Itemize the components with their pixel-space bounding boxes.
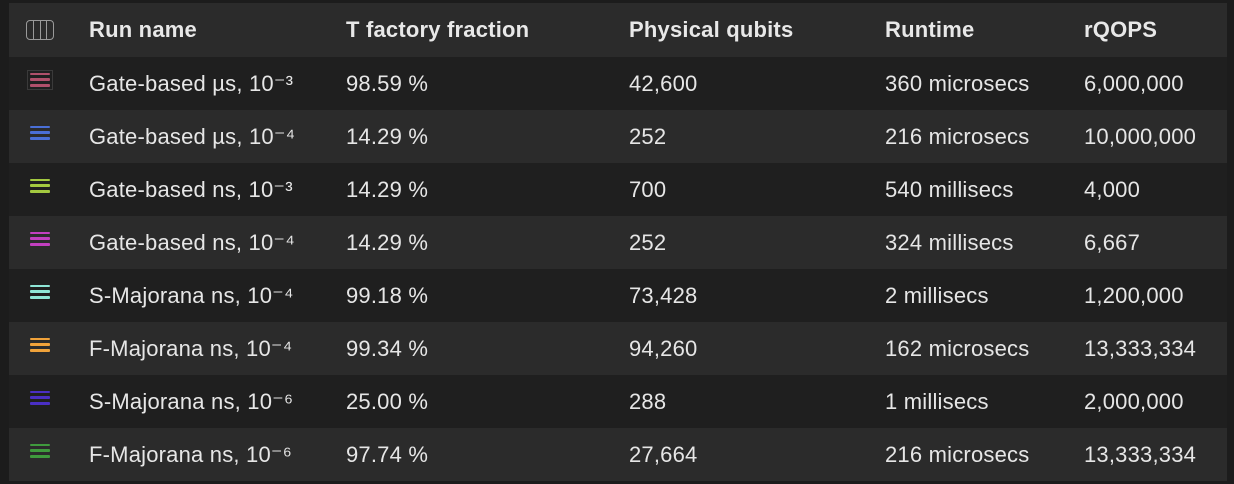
row-swatch-cell: [9, 428, 71, 481]
cell-run-name: S-Majorana ns, 10⁻⁶: [89, 388, 294, 414]
legend-swatch-icon: [30, 390, 50, 405]
table-row[interactable]: F-Majorana ns, 10⁻⁴ 99.34 % 94,260 162 micr…: [9, 322, 1227, 375]
cell-runtime: 540 millisecs: [885, 176, 1014, 202]
cell-runtime: 216 microsecs: [885, 441, 1030, 467]
cell-rqops: 2,000,000: [1084, 388, 1184, 414]
cell-t-factory-fraction: 14.29 %: [346, 229, 429, 255]
row-swatch-cell: [9, 163, 71, 216]
cell-runtime: 216 microsecs: [885, 123, 1030, 149]
row-swatch-cell: [9, 57, 71, 110]
cell-physical-qubits: 252: [629, 123, 667, 149]
cell-physical-qubits: 27,664: [629, 441, 698, 467]
cell-physical-qubits: 73,428: [629, 282, 698, 308]
cell-runtime: 360 microsecs: [885, 70, 1030, 96]
legend-swatch-icon: [30, 337, 50, 352]
cell-rqops: 13,333,334: [1084, 441, 1197, 467]
cell-t-factory-fraction: 14.29 %: [346, 123, 429, 149]
cell-t-factory-fraction: 25.00 %: [346, 388, 429, 414]
table-row[interactable]: S-Majorana ns, 10⁻⁶ 25.00 % 288 1 millisecs…: [9, 375, 1227, 428]
table-row[interactable]: Gate-based µs, 10⁻⁴ 14.29 % 252 216 microse…: [9, 110, 1227, 163]
row-swatch-cell: [9, 269, 71, 322]
cell-runtime: 1 millisecs: [885, 388, 989, 414]
column-chooser-cell[interactable]: [9, 3, 71, 57]
cell-physical-qubits: 42,600: [629, 70, 698, 96]
row-swatch-cell: [9, 322, 71, 375]
legend-swatch-icon: [30, 443, 50, 458]
cell-run-name: Gate-based µs, 10⁻⁴: [89, 123, 296, 149]
cell-rqops: 13,333,334: [1084, 335, 1197, 361]
table-header-row: Run name T factory fraction Physical qub…: [9, 3, 1227, 57]
table-row[interactable]: Gate-based µs, 10⁻³ 98.59 % 42,600 360 micr…: [9, 57, 1227, 110]
legend-swatch-icon: [30, 231, 50, 246]
cell-runtime: 162 microsecs: [885, 335, 1030, 361]
cell-runtime: 324 millisecs: [885, 229, 1014, 255]
cell-run-name: S-Majorana ns, 10⁻⁴: [89, 282, 294, 308]
table-row[interactable]: S-Majorana ns, 10⁻⁴ 99.18 % 73,428 2 millis…: [9, 269, 1227, 322]
cell-run-name: Gate-based µs, 10⁻³: [89, 70, 294, 96]
cell-t-factory-fraction: 14.29 %: [346, 176, 429, 202]
header-rqops[interactable]: rQOPS: [1084, 17, 1158, 42]
legend-swatch-icon: [30, 284, 50, 299]
table-row[interactable]: Gate-based ns, 10⁻⁴ 14.29 % 252 324 millise…: [9, 216, 1227, 269]
cell-t-factory-fraction: 97.74 %: [346, 441, 429, 467]
cell-run-name: Gate-based ns, 10⁻³: [89, 176, 293, 202]
header-physical-qubits[interactable]: Physical qubits: [629, 17, 794, 42]
cell-physical-qubits: 94,260: [629, 335, 698, 361]
legend-swatch-icon: [30, 125, 50, 140]
cell-run-name: F-Majorana ns, 10⁻⁶: [89, 441, 292, 467]
row-swatch-cell: [9, 375, 71, 428]
legend-swatch-icon: [30, 178, 50, 193]
table-body: Gate-based µs, 10⁻³ 98.59 % 42,600 360 micr…: [9, 57, 1227, 481]
cell-rqops: 10,000,000: [1084, 123, 1197, 149]
row-swatch-cell: [9, 110, 71, 163]
cell-physical-qubits: 700: [629, 176, 667, 202]
header-runtime[interactable]: Runtime: [885, 17, 975, 42]
cell-run-name: Gate-based ns, 10⁻⁴: [89, 229, 295, 255]
row-swatch-cell: [9, 216, 71, 269]
cell-physical-qubits: 252: [629, 229, 667, 255]
cell-run-name: F-Majorana ns, 10⁻⁴: [89, 335, 293, 361]
results-table: Run name T factory fraction Physical qub…: [9, 3, 1227, 481]
cell-t-factory-fraction: 99.18 %: [346, 282, 429, 308]
header-t-factory-fraction[interactable]: T factory fraction: [346, 17, 530, 42]
cell-rqops: 6,667: [1084, 229, 1141, 255]
cell-t-factory-fraction: 98.59 %: [346, 70, 429, 96]
cell-rqops: 6,000,000: [1084, 70, 1184, 96]
cell-rqops: 4,000: [1084, 176, 1141, 202]
cell-runtime: 2 millisecs: [885, 282, 989, 308]
cell-rqops: 1,200,000: [1084, 282, 1184, 308]
table-row[interactable]: Gate-based ns, 10⁻³ 14.29 % 700 540 millise…: [9, 163, 1227, 216]
table-row[interactable]: F-Majorana ns, 10⁻⁶ 97.74 % 27,664 216 micr…: [9, 428, 1227, 481]
cell-t-factory-fraction: 99.34 %: [346, 335, 429, 361]
cell-physical-qubits: 288: [629, 388, 667, 414]
column-chooser-icon[interactable]: [26, 20, 54, 40]
legend-swatch-icon: [27, 69, 53, 90]
header-run-name[interactable]: Run name: [89, 17, 197, 42]
